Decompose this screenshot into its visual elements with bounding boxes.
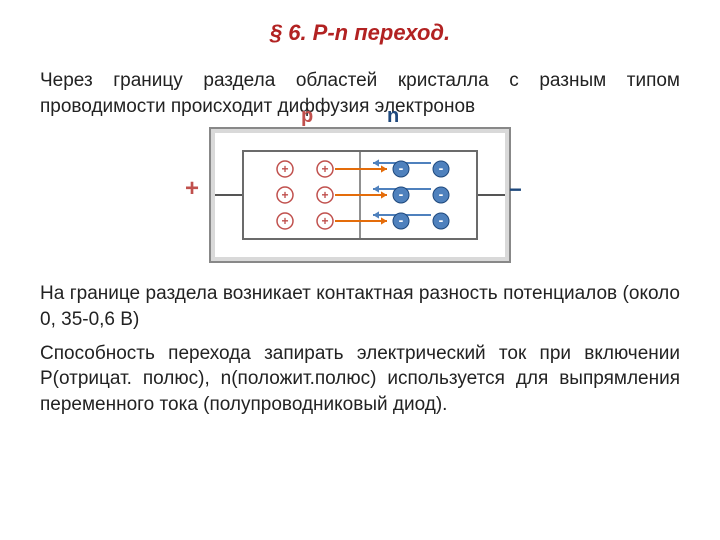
label-minus-terminal: − xyxy=(509,177,522,203)
svg-text:-: - xyxy=(439,212,444,228)
label-n: n xyxy=(387,105,399,128)
svg-text:-: - xyxy=(399,186,404,202)
paragraph-intro: Через границу раздела областей кристалла… xyxy=(40,68,680,119)
svg-text:+: + xyxy=(281,162,288,176)
label-p: p xyxy=(301,105,313,128)
svg-text:+: + xyxy=(321,162,328,176)
page-title: § 6. P-n переход. xyxy=(40,20,680,46)
svg-text:+: + xyxy=(281,214,288,228)
svg-text:-: - xyxy=(439,186,444,202)
paragraph-diode: Способность перехода запирать электричес… xyxy=(40,341,680,418)
diagram-container: p n + − ++++++------ xyxy=(40,127,680,263)
pn-junction-diagram: p n + − ++++++------ xyxy=(209,127,511,263)
diagram-inner: + + + + + + - - - - - - xyxy=(215,133,505,257)
svg-text:-: - xyxy=(399,160,404,176)
pn-junction-svg: + + + + + + - - - - - - xyxy=(215,133,505,257)
svg-text:+: + xyxy=(321,188,328,202)
svg-text:-: - xyxy=(439,160,444,176)
svg-text:+: + xyxy=(281,188,288,202)
svg-text:-: - xyxy=(399,212,404,228)
label-plus-terminal: + xyxy=(185,175,199,203)
svg-text:+: + xyxy=(321,214,328,228)
paragraph-potential: На границе раздела возникает контактная … xyxy=(40,281,680,332)
